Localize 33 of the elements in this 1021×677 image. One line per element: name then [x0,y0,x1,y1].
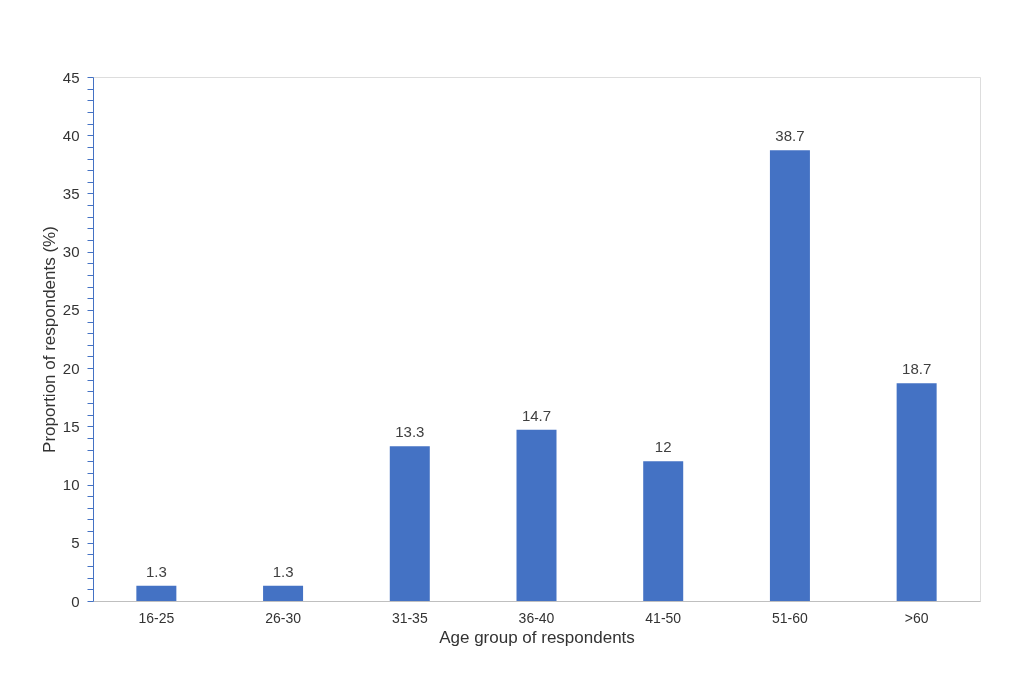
data-label: 1.3 [272,562,294,580]
data-label: 13.3 [395,423,425,441]
y-tick-label: 40 [62,126,80,144]
y-tick-label: 15 [62,417,80,435]
y-tick-label: 20 [62,359,80,377]
y-tick-label: 35 [62,184,80,202]
y-tick-label: 10 [62,476,80,494]
y-tick-label: 25 [62,301,80,319]
data-label: 12 [654,438,672,456]
x-tick-label: 31-35 [391,609,428,626]
x-tick-label: 26-30 [265,609,302,626]
y-tick-label: 0 [71,592,80,610]
x-tick-label: 36-40 [518,609,555,626]
bar [263,585,304,601]
x-tick-label: 16-25 [138,609,175,626]
y-axis-title: Proportion of respondents (%) [39,226,59,453]
bar [896,383,937,601]
bar [769,150,810,601]
bar [643,461,684,601]
data-label: 1.3 [145,562,167,580]
data-label: 38.7 [775,127,805,145]
y-tick-label: 30 [62,243,80,261]
x-tick-label: 51-60 [772,609,809,626]
bar [516,429,557,601]
y-tick-label: 5 [71,534,80,552]
data-label: 14.7 [521,406,552,424]
bar [136,585,177,601]
x-tick-label: 41-50 [645,609,682,626]
x-axis-title: Age group of respondents [439,627,635,647]
bar [389,446,430,601]
x-tick-label: >60 [904,609,929,626]
y-tick-label: 45 [62,68,80,86]
data-label: 18.7 [902,360,932,378]
